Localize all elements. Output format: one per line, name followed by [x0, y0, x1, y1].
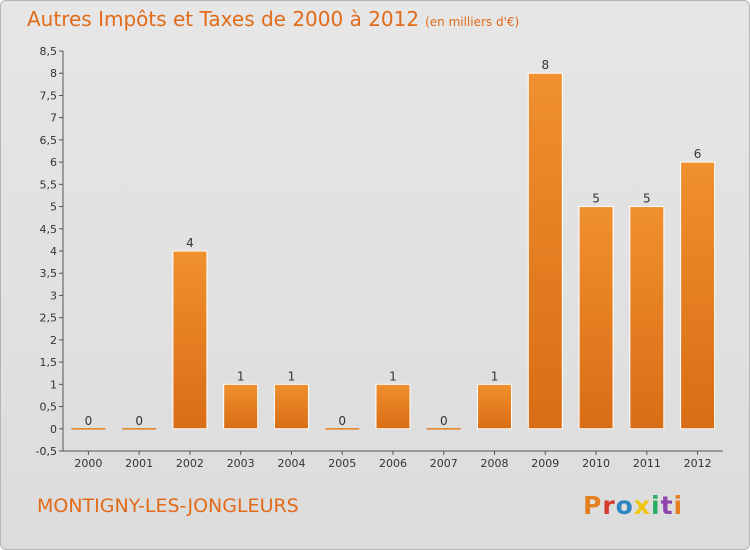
x-tick-label: 2011 — [633, 457, 661, 470]
y-tick-label: 2,5 — [40, 312, 58, 325]
y-tick-label: 4 — [50, 245, 57, 258]
bar — [223, 383, 259, 430]
bar — [629, 206, 665, 430]
logo-letter: o — [615, 491, 634, 520]
x-tick-label: 2010 — [582, 457, 610, 470]
data-label: 1 — [237, 369, 245, 383]
data-label: 5 — [592, 192, 600, 206]
data-label: 6 — [694, 147, 702, 161]
x-tick-label: 2005 — [328, 457, 356, 470]
logo-letter: i — [673, 491, 684, 520]
title-text: Autres Impôts et Taxes de 2000 à 2012 — [27, 7, 420, 31]
data-label: 4 — [186, 236, 194, 250]
title-unit: (en milliers d'€) — [425, 15, 520, 29]
y-tick-label: 4,5 — [40, 223, 58, 236]
commune-name: MONTIGNY-LES-JONGLEURS — [37, 495, 299, 517]
y-tick-label: -0,5 — [36, 445, 57, 458]
x-tick-label: 2012 — [684, 457, 712, 470]
y-tick-label: 5 — [50, 201, 57, 214]
y-tick-label: 8 — [50, 67, 57, 80]
logo-letter: r — [602, 491, 616, 520]
data-label: 0 — [440, 414, 448, 428]
y-tick-label: 7,5 — [40, 89, 58, 102]
logo-letter: P — [583, 491, 603, 520]
bar — [680, 161, 716, 430]
y-tick-label: 3 — [50, 289, 57, 302]
x-tick-label: 2006 — [379, 457, 407, 470]
bar — [477, 383, 513, 430]
y-tick-label: 2 — [50, 334, 57, 347]
data-label: 8 — [541, 58, 549, 72]
y-tick-label: 5,5 — [40, 178, 58, 191]
y-tick-label: 1,5 — [40, 356, 58, 369]
x-tick-label: 2002 — [176, 457, 204, 470]
data-label: 1 — [491, 369, 499, 383]
chart-title: Autres Impôts et Taxes de 2000 à 2012 (en… — [27, 7, 519, 31]
bar — [122, 428, 157, 430]
x-tick-label: 2003 — [227, 457, 255, 470]
data-label: 0 — [338, 414, 346, 428]
y-tick-label: 8,5 — [40, 45, 58, 58]
bar — [325, 428, 360, 430]
data-label: 0 — [85, 414, 93, 428]
y-tick-label: 1 — [50, 378, 57, 391]
logo-letter: x — [633, 491, 651, 520]
data-label: 1 — [288, 369, 296, 383]
bar — [71, 428, 106, 430]
data-label: 5 — [643, 192, 651, 206]
x-tick-label: 2001 — [125, 457, 153, 470]
logo-letter: t — [660, 491, 674, 520]
y-tick-label: 3,5 — [40, 267, 58, 280]
bar — [375, 383, 411, 430]
x-tick-label: 2000 — [74, 457, 102, 470]
x-tick-label: 2009 — [531, 457, 559, 470]
bar — [426, 428, 461, 430]
y-tick-label: 6 — [50, 156, 57, 169]
bar — [527, 72, 563, 430]
y-tick-label: 0,5 — [40, 401, 58, 414]
y-tick-label: 0 — [50, 423, 57, 436]
bar — [172, 250, 208, 430]
logo-letter: i — [651, 491, 661, 520]
y-tick-label: 6,5 — [40, 134, 58, 147]
y-tick-label: 7 — [50, 112, 57, 125]
bar — [578, 206, 614, 430]
proxiti-logo: Proxiti — [583, 491, 683, 520]
x-tick-label: 2007 — [430, 457, 458, 470]
x-tick-label: 2004 — [277, 457, 305, 470]
data-label: 0 — [135, 414, 143, 428]
x-tick-label: 2008 — [481, 457, 509, 470]
data-label: 1 — [389, 369, 397, 383]
bar — [273, 383, 309, 430]
